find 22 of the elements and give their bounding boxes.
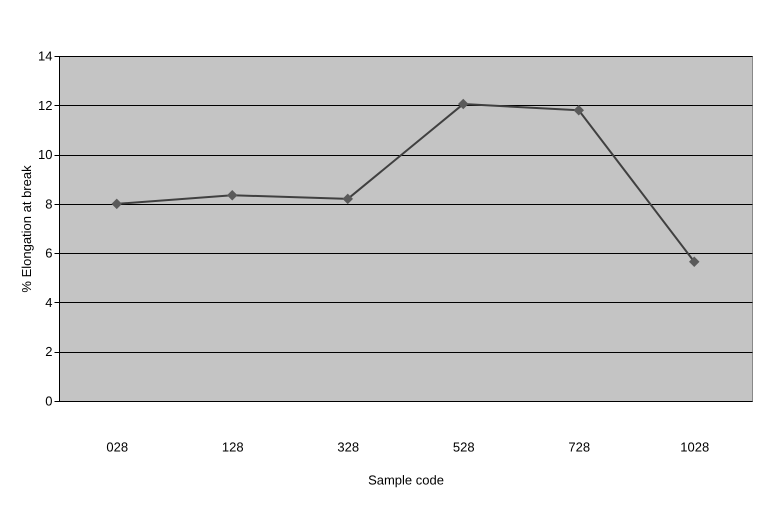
point xyxy=(342,194,353,204)
x-tick-label: 1028 xyxy=(680,440,710,454)
x-tick-label: 528 xyxy=(452,440,475,454)
y-tick-label: 14 xyxy=(38,48,52,64)
point xyxy=(458,98,468,110)
y-tick-label: 4 xyxy=(45,294,52,310)
point xyxy=(574,104,584,116)
y-tick-label: 10 xyxy=(38,147,52,162)
point xyxy=(227,190,238,200)
y-tick-label: 0 xyxy=(45,394,52,408)
y-tick-label: 12 xyxy=(38,98,52,113)
x-axis-title: Sample code xyxy=(368,472,444,488)
y-axis-title: % Elongation at break xyxy=(19,164,34,293)
x-tick-label: 128 xyxy=(222,440,244,454)
y-tick-label: 6 xyxy=(45,246,52,261)
x-tick-label: 028 xyxy=(106,440,128,454)
point xyxy=(689,256,700,268)
y-tick-label: 8 xyxy=(45,196,52,212)
y-tick-label: 2 xyxy=(45,344,52,360)
x-tick-label: 328 xyxy=(337,440,360,454)
x-tick-label: 728 xyxy=(568,440,590,454)
point xyxy=(112,198,122,210)
